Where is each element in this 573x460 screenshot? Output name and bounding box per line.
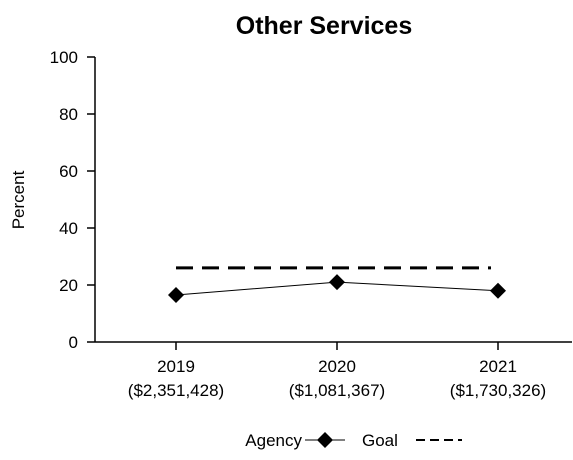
chart-title: Other Services xyxy=(236,12,413,40)
y-tick-label: 100 xyxy=(50,48,78,67)
y-tick-label: 20 xyxy=(59,276,78,295)
legend-agency-label: Agency xyxy=(245,431,302,450)
x-category-amount: ($1,081,367) xyxy=(289,381,385,400)
y-tick-label: 80 xyxy=(59,105,78,124)
x-category-year: 2021 xyxy=(479,357,517,376)
agency-point xyxy=(329,274,345,291)
y-ticks: 0 20 40 60 80 100 xyxy=(50,48,95,352)
x-category-year: 2019 xyxy=(157,357,195,376)
y-tick-label: 60 xyxy=(59,162,78,181)
agency-point xyxy=(490,282,506,299)
y-tick-label: 40 xyxy=(59,219,78,238)
x-categories: 2019 ($2,351,428) 2020 ($1,081,367) 2021 ($1,… xyxy=(128,342,546,400)
series-layer xyxy=(168,266,506,303)
legend-goal-label: Goal xyxy=(362,431,398,450)
x-category-year: 2020 xyxy=(318,357,356,376)
y-axis-title: Percent xyxy=(9,170,28,229)
y-tick-label: 0 xyxy=(69,333,78,352)
legend-agency-marker xyxy=(317,432,333,448)
legend: Agency Goal xyxy=(245,431,462,450)
agency-point xyxy=(168,286,184,303)
x-category-amount: ($2,351,428) xyxy=(128,381,224,400)
x-category-amount: ($1,730,326) xyxy=(450,381,546,400)
